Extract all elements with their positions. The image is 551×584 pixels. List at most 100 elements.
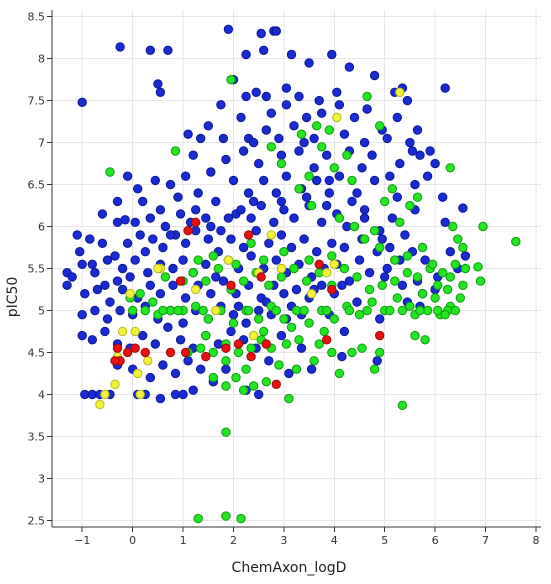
data-point: [322, 335, 332, 345]
data-point: [236, 112, 246, 123]
data-point: [213, 263, 224, 274]
data-point: [349, 221, 360, 232]
data-point: [201, 276, 211, 286]
data-point: [221, 427, 231, 437]
data-point: [276, 150, 287, 160]
data-point: [304, 171, 314, 181]
data-point: [148, 297, 158, 307]
data-point: [122, 238, 133, 249]
data-point: [281, 171, 292, 181]
data-point: [382, 133, 392, 144]
data-point: [122, 347, 133, 358]
data-point: [327, 238, 337, 249]
data-point: [327, 284, 337, 295]
data-point: [191, 217, 201, 228]
data-point: [324, 188, 334, 198]
data-point: [395, 158, 405, 169]
data-point: [208, 372, 219, 383]
data-point: [168, 280, 178, 290]
data-point: [158, 360, 168, 370]
data-point: [271, 255, 281, 265]
data-point: [90, 305, 100, 316]
data-point: [248, 137, 259, 148]
data-point: [120, 215, 130, 225]
data-point: [392, 293, 402, 303]
data-point: [455, 293, 465, 303]
data-point: [178, 389, 188, 400]
data-point: [306, 289, 317, 299]
data-point: [135, 289, 145, 299]
data-point: [387, 213, 397, 223]
data-point: [231, 372, 241, 383]
data-point: [349, 112, 360, 123]
data-point: [314, 259, 324, 269]
data-point: [233, 301, 244, 311]
data-point: [117, 326, 128, 337]
data-point: [438, 192, 448, 202]
data-point: [430, 158, 440, 169]
data-point: [201, 351, 211, 362]
data-point: [296, 129, 307, 139]
data-point: [261, 339, 271, 349]
data-point: [110, 379, 120, 389]
data-point: [294, 91, 304, 102]
data-point: [196, 343, 206, 353]
data-point: [450, 305, 460, 316]
data-point: [271, 26, 281, 36]
data-point: [387, 184, 397, 194]
data-point: [458, 242, 468, 253]
data-point: [458, 203, 468, 213]
y-axis-title: pIC50: [5, 277, 21, 318]
data-point: [140, 305, 151, 316]
data-point: [369, 175, 380, 186]
data-point: [254, 158, 264, 169]
data-point: [228, 318, 239, 328]
data-point: [251, 226, 261, 236]
data-point: [269, 217, 279, 228]
data-point: [158, 305, 168, 316]
data-point: [238, 146, 249, 156]
data-point: [299, 305, 309, 316]
data-point: [271, 379, 281, 389]
data-point: [440, 217, 450, 228]
data-point: [359, 213, 370, 223]
data-point: [153, 79, 163, 89]
data-point: [327, 347, 337, 358]
data-point: [201, 330, 211, 341]
data-point: [294, 335, 304, 345]
data-point: [327, 251, 337, 261]
data-point: [329, 163, 339, 173]
y-tick-label: 5.5: [28, 263, 46, 276]
data-point: [163, 45, 173, 55]
data-point: [279, 247, 289, 257]
data-point: [448, 221, 458, 232]
data-point: [125, 272, 135, 282]
data-point: [412, 125, 423, 135]
data-point: [339, 129, 350, 139]
data-point: [400, 230, 410, 240]
data-point: [362, 91, 372, 102]
data-point: [266, 230, 276, 240]
data-point: [354, 255, 365, 265]
data-point: [87, 335, 98, 345]
data-point: [77, 259, 87, 269]
y-tick-label: 7.5: [28, 95, 46, 108]
data-point: [322, 200, 332, 211]
data-point: [440, 310, 450, 320]
data-point: [183, 356, 193, 366]
data-point: [281, 339, 292, 349]
data-point: [342, 150, 352, 160]
data-point: [90, 268, 100, 278]
data-point: [392, 112, 402, 123]
data-point: [130, 343, 140, 353]
data-point: [117, 284, 128, 295]
data-point: [291, 364, 302, 374]
data-point: [347, 347, 357, 358]
data-point: [145, 280, 156, 290]
data-point: [95, 399, 105, 410]
data-point: [226, 75, 236, 85]
data-point: [334, 213, 345, 223]
data-point: [241, 318, 251, 328]
data-point: [259, 175, 269, 186]
